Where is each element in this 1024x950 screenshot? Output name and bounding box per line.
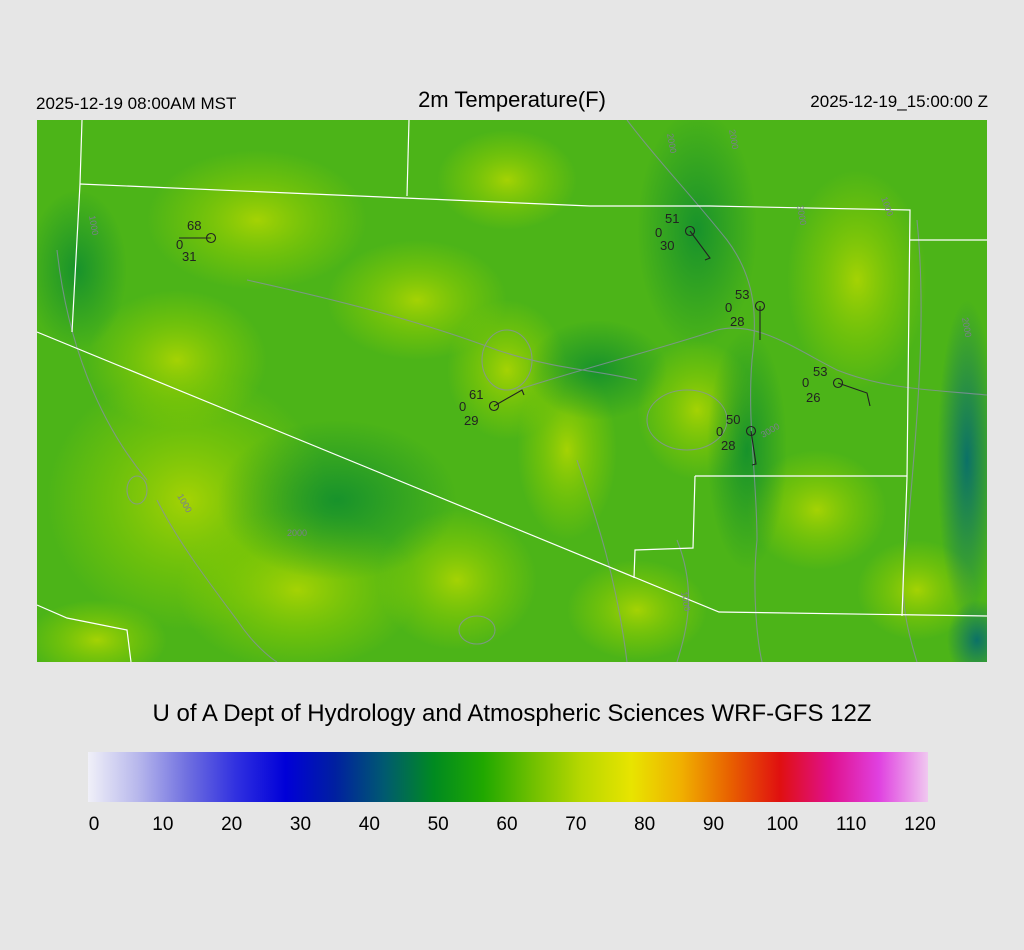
station-zero: 0 xyxy=(459,399,466,414)
colorbar-tick-label: 100 xyxy=(766,814,799,835)
station-temp: 68 xyxy=(187,218,201,233)
station-dewpoint: 28 xyxy=(730,314,744,329)
contour-labels: 2000 1000 2000 1000 3000 2000 2000 3000 … xyxy=(87,129,973,612)
map-title: 2m Temperature(F) xyxy=(418,87,606,112)
contour-label: 1000 xyxy=(679,591,692,612)
colorbar-tick-label: 0 xyxy=(88,814,100,835)
local-time-label: 2025-12-19 08:00AM MST xyxy=(36,94,237,113)
contour-label: 2000 xyxy=(960,317,973,338)
terrain-contours xyxy=(56,120,987,662)
station-temp: 53 xyxy=(735,287,749,302)
station-plot: 50 0 28 xyxy=(716,412,757,466)
station-dewpoint: 30 xyxy=(660,238,674,253)
station-plot: 51 0 30 xyxy=(655,211,711,261)
cool-patches xyxy=(37,120,987,662)
station-zero: 0 xyxy=(716,424,723,439)
colorbar-tick-label: 70 xyxy=(565,814,587,835)
colorbar-tick-label: 50 xyxy=(427,814,449,835)
boundaries xyxy=(37,120,987,662)
colorbar-tick-label: 80 xyxy=(634,814,656,835)
station-temp: 50 xyxy=(726,412,740,427)
colorbar-tick-label: 30 xyxy=(289,814,312,835)
station-dewpoint: 28 xyxy=(721,438,735,453)
colorbar-tick-label: 110 xyxy=(836,814,867,835)
station-temp: 51 xyxy=(665,211,679,226)
colorbar-tick-label: 90 xyxy=(702,814,725,835)
contour-label: 2000 xyxy=(665,133,678,154)
utc-time-label: 2025-12-19_15:00:00 Z xyxy=(810,92,988,111)
credit-line: U of A Dept of Hydrology and Atmospheric… xyxy=(152,700,872,727)
contour-label: 3000 xyxy=(795,205,808,226)
station-plot: 53 0 28 xyxy=(725,287,766,340)
station-dewpoint: 31 xyxy=(182,249,196,264)
station-temp: 61 xyxy=(469,387,483,402)
temperature-colorbar xyxy=(88,752,928,802)
station-dewpoint: 26 xyxy=(806,390,820,405)
colorbar-tick-label: 20 xyxy=(221,814,243,835)
colorbar-tick-label: 120 xyxy=(904,814,936,835)
contour-label: 2000 xyxy=(287,528,307,538)
station-zero: 0 xyxy=(802,375,809,390)
contour-label: 2000 xyxy=(727,129,740,150)
station-plot: 68 0 31 xyxy=(176,218,217,264)
station-zero: 0 xyxy=(655,225,662,240)
station-plot: 61 0 29 xyxy=(459,387,525,428)
station-plot: 53 0 26 xyxy=(802,364,871,407)
station-dewpoint: 29 xyxy=(464,413,478,428)
station-plots: 68 0 31 51 0 30 53 0 28 53 0 26 xyxy=(176,211,871,466)
temperature-map: 2000 1000 2000 1000 3000 2000 2000 3000 … xyxy=(37,120,987,662)
colorbar-tick-label: 40 xyxy=(358,814,380,835)
colorbar-tick-label: 10 xyxy=(152,814,174,835)
contour-label: 1000 xyxy=(87,215,100,236)
station-temp: 53 xyxy=(813,364,827,379)
station-zero: 0 xyxy=(176,237,183,252)
station-zero: 0 xyxy=(725,300,732,315)
colorbar-tick-label: 60 xyxy=(496,814,518,835)
